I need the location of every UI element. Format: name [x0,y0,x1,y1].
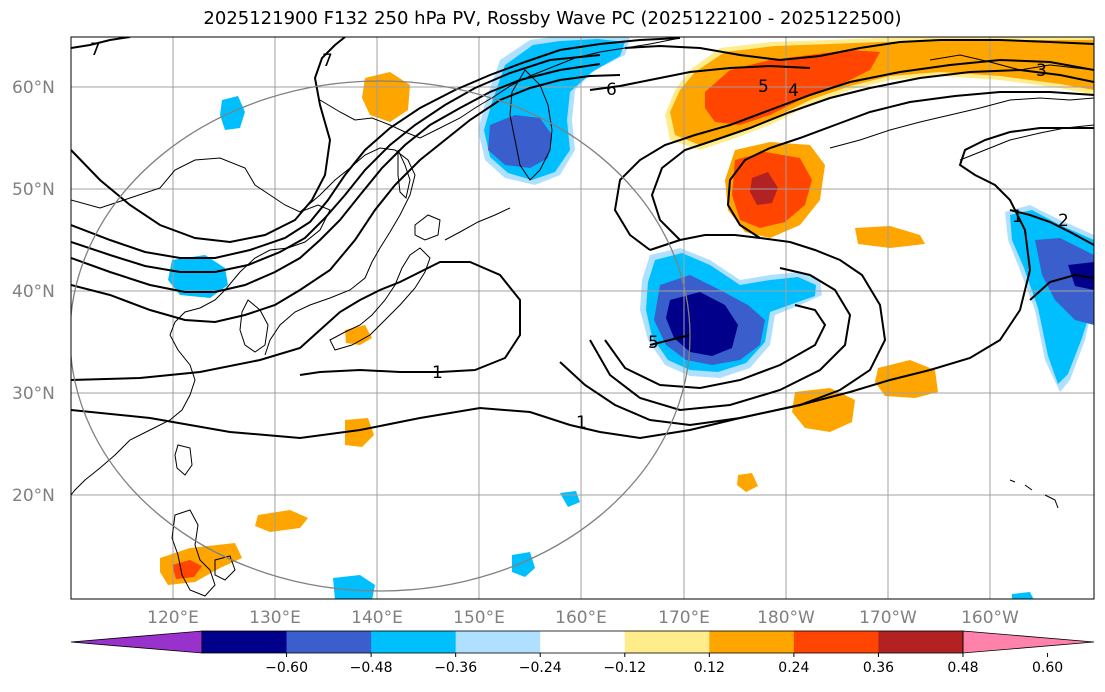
contour-label: 5 [648,333,659,353]
lon-label: 170°W [859,608,917,628]
colorbar-tick-label: 0.12 [694,660,725,676]
colorbar-segment [709,631,795,653]
contour-labels: 7 7 6 5 4 3 1 1 5 1 2 [90,40,1069,433]
lon-label: 160°E [555,608,607,628]
colorbar-segment [878,631,964,653]
contour-label: 1 [1012,207,1023,227]
gridlines [71,37,1094,599]
pv-contours [71,37,1094,440]
lat-label: 50°N [12,180,55,200]
colorbar-segment [286,631,372,653]
contour-label: 7 [322,51,333,71]
lat-label: 30°N [12,384,55,404]
lon-label: 130°E [249,608,301,628]
alaska-coastline [929,54,1094,71]
lat-label: 20°N [12,486,55,506]
colorbar-tick-label: 0.36 [863,660,894,676]
map-title: 2025121900 F132 250 hPa PV, Rossby Wave … [203,8,902,29]
lon-label: 170°E [658,608,710,628]
contour-label: 3 [1036,61,1047,81]
colorbar-tick-label: −0.12 [603,660,646,676]
colorbar-max-extension [962,630,1095,654]
colorbar-segment [624,631,710,653]
colorbar-segment [202,631,288,653]
lon-label: 150°E [453,608,505,628]
rossby-wave-circle [71,80,691,592]
colorbar-tick-label: 0.24 [778,660,809,676]
map-frame [70,36,1095,600]
kamchatka-coastline [509,69,553,181]
korea-coastline [239,299,269,353]
colorbar-segment [540,631,626,653]
colorbar-tick-label: 0.48 [947,660,978,676]
colorbar-outline [201,630,964,654]
latitude-labels: 60°N 50°N 40°N 30°N 20°N [12,78,55,506]
contour-label: 6 [606,80,617,100]
colorbar-tick-label: −0.24 [519,660,562,676]
colorbar-min-extension [70,630,203,654]
philippines-coastline [171,509,216,597]
japan-coastline [329,247,431,351]
colorbar-tick-label: −0.60 [265,660,308,676]
colorbar-tick-label: 0.60 [1032,660,1063,676]
lon-label: 180°W [757,608,815,628]
contour-label: 1 [432,363,443,383]
contour-label: 4 [788,81,799,101]
lon-label: 120°E [147,608,199,628]
lat-label: 40°N [12,282,55,302]
lat-label: 60°N [12,78,55,98]
asia-coastline [71,157,331,496]
colorbar-tick-label: −0.48 [350,660,393,676]
contour-label: 2 [1058,211,1069,231]
taiwan-coastline [174,444,193,476]
lon-label: 160°W [961,608,1019,628]
contour-label: 5 [758,77,769,97]
lon-label: 140°E [351,608,403,628]
contour-label: 1 [576,413,587,433]
longitude-labels: 120°E 130°E 140°E 150°E 160°E 170°E 180°… [147,608,1019,628]
colorbar-segment [793,631,879,653]
positive-anomaly-sea-of-okhotsk [362,72,410,122]
colorbar: −0.60 −0.48 −0.36 −0.24 −0.12 0.12 0.24 0.36 0.4… [70,630,1095,676]
colorbar-segment [371,631,457,653]
colorbar-segment [455,631,541,653]
contour-label: 7 [90,40,101,60]
colorbar-tick-label: −0.36 [434,660,477,676]
coastlines [71,37,1094,597]
